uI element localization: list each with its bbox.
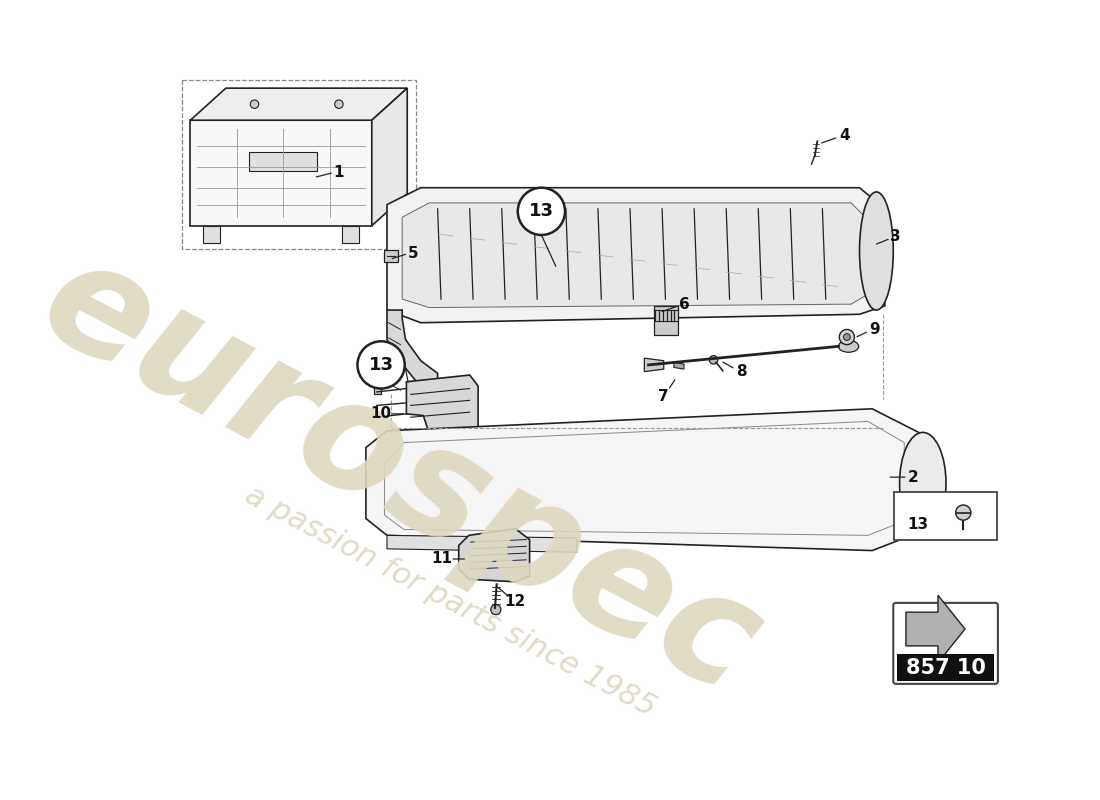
- Text: a passion for parts since 1985: a passion for parts since 1985: [240, 480, 661, 722]
- Circle shape: [839, 330, 855, 345]
- Text: 13: 13: [908, 517, 928, 532]
- Ellipse shape: [859, 192, 893, 310]
- Polygon shape: [190, 88, 407, 120]
- Ellipse shape: [900, 433, 946, 534]
- Circle shape: [251, 100, 258, 108]
- Text: 857 10: 857 10: [905, 658, 986, 678]
- Text: 10: 10: [371, 406, 392, 422]
- Polygon shape: [372, 88, 407, 226]
- Circle shape: [844, 334, 850, 341]
- Circle shape: [334, 100, 343, 108]
- FancyBboxPatch shape: [894, 492, 997, 539]
- Polygon shape: [403, 203, 870, 307]
- Polygon shape: [645, 358, 663, 372]
- Text: 6: 6: [679, 297, 690, 312]
- Circle shape: [358, 342, 405, 389]
- Polygon shape: [387, 188, 884, 322]
- Text: 5: 5: [408, 246, 418, 261]
- Bar: [898, 654, 993, 682]
- Text: 13: 13: [368, 356, 394, 374]
- Circle shape: [518, 188, 565, 235]
- Polygon shape: [906, 595, 965, 662]
- Circle shape: [710, 356, 718, 364]
- Text: 13: 13: [529, 202, 554, 220]
- Text: 2: 2: [909, 470, 918, 485]
- Text: 3: 3: [891, 229, 901, 244]
- Polygon shape: [204, 226, 220, 242]
- Bar: [374, 376, 381, 394]
- Text: 8: 8: [736, 364, 747, 379]
- Text: eurospec: eurospec: [18, 224, 782, 725]
- Polygon shape: [674, 362, 684, 369]
- Bar: [654, 306, 678, 335]
- Polygon shape: [342, 226, 359, 242]
- Polygon shape: [459, 529, 529, 582]
- Text: 7: 7: [659, 389, 669, 404]
- Polygon shape: [387, 310, 438, 394]
- Ellipse shape: [838, 341, 859, 352]
- Text: 4: 4: [839, 128, 849, 143]
- Polygon shape: [366, 409, 927, 550]
- Bar: [250, 152, 317, 171]
- Text: 9: 9: [869, 322, 880, 337]
- Text: 12: 12: [505, 594, 526, 609]
- Polygon shape: [387, 535, 576, 552]
- Bar: [385, 250, 398, 262]
- Text: 1: 1: [333, 165, 344, 180]
- Polygon shape: [406, 375, 478, 437]
- Circle shape: [491, 605, 501, 614]
- Polygon shape: [190, 120, 372, 226]
- Circle shape: [956, 505, 971, 520]
- Text: 11: 11: [431, 551, 452, 566]
- FancyBboxPatch shape: [893, 603, 998, 684]
